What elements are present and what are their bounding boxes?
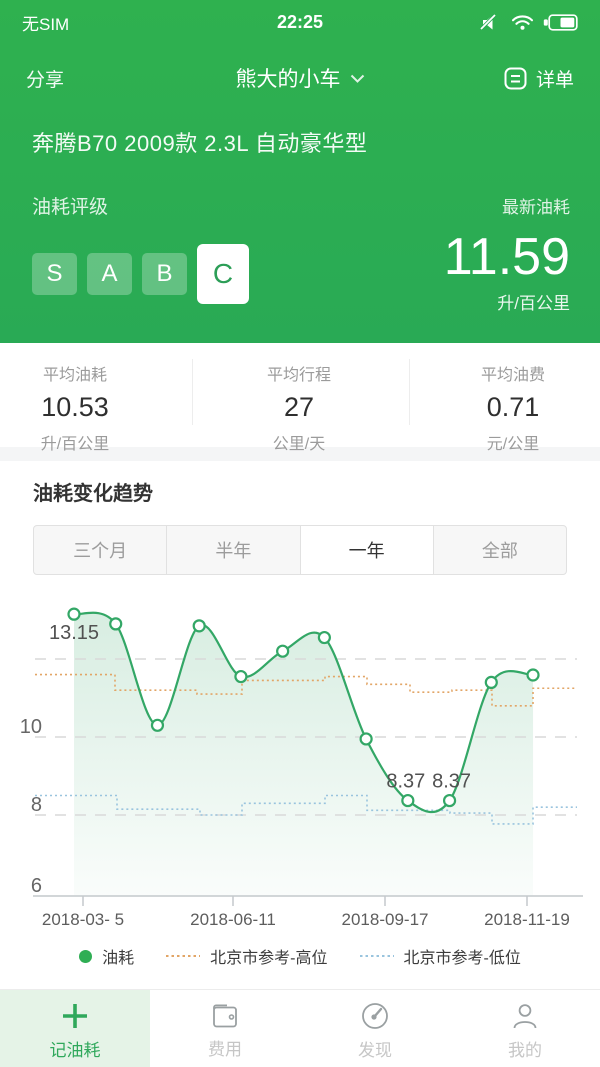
point-label: 8.37 (432, 771, 471, 793)
profile-icon (513, 1003, 537, 1028)
summary-stats: 平均油耗 10.53 升/百公里 平均行程 27 公里/天 平均油费 0.71 … (0, 343, 600, 453)
divider (192, 359, 193, 425)
legend-label: 油耗 (102, 950, 135, 967)
grade-badge-b: B (142, 253, 187, 295)
stat-value: 10.53 (41, 392, 109, 422)
range-tabs: 三个月 半年 一年 全部 (33, 525, 567, 575)
battery-icon (543, 13, 578, 31)
stat-label: 平均油费 (480, 367, 545, 384)
detail-button[interactable]: 详单 (462, 65, 574, 92)
stat-avg-distance: 平均行程 27 公里/天 (150, 361, 448, 454)
mute-icon (480, 13, 497, 30)
green-dot-icon (79, 949, 93, 963)
rating-scale: S A B C (32, 243, 249, 305)
tab-one-year[interactable]: 一年 (299, 526, 433, 574)
tab-all[interactable]: 全部 (432, 526, 566, 574)
car-model: 奔腾B70 2009款 2.3L 自动豪华型 (32, 131, 368, 156)
legend-ref-low: 北京市参考-低位 (359, 944, 521, 968)
tab-record-fuel[interactable]: 记油耗 (0, 990, 150, 1067)
legend-ref-high: 北京市参考-高位 (166, 944, 328, 968)
grade-badge-c-active: C (197, 244, 249, 304)
carrier-label: 无SIM (22, 14, 70, 34)
latest-fuel-unit: 升/百公里 (497, 294, 570, 313)
point-label: 13.15 (49, 622, 99, 644)
discover-icon (362, 1002, 388, 1029)
area-fill (74, 612, 534, 896)
tab-profile[interactable]: 我的 (450, 990, 600, 1067)
tab-half-year[interactable]: 半年 (166, 526, 299, 574)
stat-avg-fuel: 平均油耗 10.53 升/百公里 (0, 361, 150, 454)
plus-icon (63, 1003, 87, 1028)
chart-axis: 2018-03- 5 2018-06-11 2018-09-17 2018-11-19… (20, 716, 583, 929)
x-tick-label: 2018-11-19 (484, 910, 570, 929)
stat-value: 0.71 (486, 392, 540, 422)
status-bar: 无SIM 22:25 (0, 0, 600, 44)
stat-unit: 元/公里 (486, 436, 540, 453)
legend-label: 北京市参考-高位 (210, 950, 328, 967)
app-nav-bar: 分享 熊大的小车 详单 (0, 56, 600, 100)
header-section: 无SIM 22:25 (0, 0, 600, 343)
trend-section-title: 油耗变化趋势 (33, 483, 153, 505)
grade-badge-a: A (87, 253, 132, 295)
data-points (67, 607, 540, 808)
wallet-icon (213, 1004, 237, 1027)
stat-value: 27 (283, 392, 315, 422)
chart-legend: 油耗 北京市参考-高位 北京市参考-低位 (0, 937, 600, 975)
tab-label: 费用 (208, 1039, 242, 1059)
latest-fuel-label: 最新油耗 (502, 198, 570, 217)
x-tick-label: 2018-03- 5 (42, 910, 124, 929)
y-tick-label: 8 (31, 794, 42, 816)
share-button[interactable]: 分享 (26, 69, 65, 91)
tab-label: 我的 (508, 1040, 542, 1060)
page-title: 熊大的小车 (235, 68, 341, 91)
latest-fuel-value: 11.59 (443, 228, 570, 286)
divider (409, 359, 410, 425)
list-icon (504, 67, 527, 89)
detail-label: 详单 (535, 69, 574, 91)
grade-badge-s: S (32, 253, 77, 295)
x-tick-label: 2018-09-17 (342, 910, 429, 929)
tab-label: 记油耗 (49, 1040, 101, 1060)
stat-unit: 升/百公里 (40, 436, 110, 453)
y-tick-label: 10 (20, 716, 42, 738)
x-tick-label: 2018-06-11 (190, 910, 276, 929)
tab-label: 发现 (358, 1040, 392, 1060)
chevron-down-icon (350, 74, 364, 83)
vehicle-selector[interactable]: 熊大的小车 (138, 63, 462, 93)
tab-expenses[interactable]: 费用 (150, 990, 300, 1067)
tab-three-months[interactable]: 三个月 (73, 541, 128, 561)
tab-discover[interactable]: 发现 (300, 990, 450, 1067)
section-divider (0, 447, 600, 461)
rating-label: 油耗评级 (32, 197, 109, 218)
dashed-line-icon (166, 955, 201, 957)
clock: 22:25 (276, 11, 324, 32)
y-tick-label: 6 (31, 875, 42, 897)
stat-label: 平均行程 (266, 367, 331, 384)
legend-label: 北京市参考-低位 (403, 950, 521, 967)
legend-fuel: 油耗 (79, 944, 134, 968)
bottom-tab-bar: 记油耗 费用 发现 我的 (0, 989, 600, 1067)
stat-label: 平均油耗 (42, 367, 107, 384)
wifi-icon (511, 14, 534, 30)
dashed-line-icon (359, 955, 394, 957)
stat-unit: 公里/天 (272, 436, 326, 453)
fuel-trend-chart[interactable]: 2018-03- 5 2018-06-11 2018-09-17 2018-11-19… (0, 577, 600, 937)
chart-gridlines (35, 658, 577, 816)
stat-avg-cost: 平均油费 0.71 元/公里 (448, 361, 578, 454)
reference-step-line (35, 794, 577, 825)
point-label: 8.37 (386, 771, 425, 793)
